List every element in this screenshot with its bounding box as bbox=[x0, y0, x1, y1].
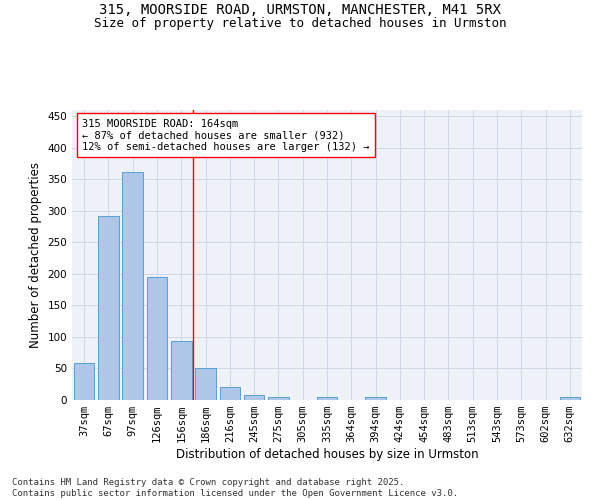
Bar bbox=[560, 398, 580, 400]
Y-axis label: Number of detached properties: Number of detached properties bbox=[29, 162, 42, 348]
Bar bbox=[98, 216, 119, 400]
Bar bbox=[220, 388, 240, 400]
Bar bbox=[244, 395, 265, 400]
Bar bbox=[268, 397, 289, 400]
Bar bbox=[195, 368, 216, 400]
Text: 315, MOORSIDE ROAD, URMSTON, MANCHESTER, M41 5RX: 315, MOORSIDE ROAD, URMSTON, MANCHESTER,… bbox=[99, 2, 501, 16]
Bar bbox=[122, 172, 143, 400]
Bar bbox=[146, 277, 167, 400]
Bar bbox=[74, 364, 94, 400]
Bar bbox=[171, 342, 191, 400]
Bar bbox=[365, 398, 386, 400]
Bar bbox=[317, 397, 337, 400]
Text: Size of property relative to detached houses in Urmston: Size of property relative to detached ho… bbox=[94, 18, 506, 30]
Text: Contains HM Land Registry data © Crown copyright and database right 2025.
Contai: Contains HM Land Registry data © Crown c… bbox=[12, 478, 458, 498]
Text: 315 MOORSIDE ROAD: 164sqm
← 87% of detached houses are smaller (932)
12% of semi: 315 MOORSIDE ROAD: 164sqm ← 87% of detac… bbox=[82, 118, 370, 152]
X-axis label: Distribution of detached houses by size in Urmston: Distribution of detached houses by size … bbox=[176, 448, 478, 461]
